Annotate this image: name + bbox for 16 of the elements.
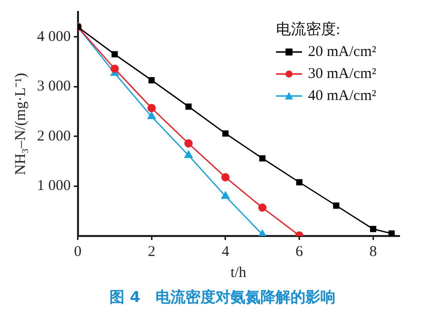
legend-label: 20 mA/cm² xyxy=(308,44,376,60)
x-tick-label: 2 xyxy=(148,244,156,260)
x-tick-label: 8 xyxy=(369,244,377,260)
y-tick-label: 2 000 xyxy=(37,128,71,144)
text: 图 4 电流密度对氨氮降解的影响 xyxy=(108,288,336,307)
y-tick-label: 4 000 xyxy=(37,28,71,45)
y-tick-label: 1 000 xyxy=(37,178,71,194)
legend-label: 30 mA/cm² xyxy=(308,66,376,82)
y-axis-title: NH₃–N/(mg·L⁻¹) xyxy=(12,72,29,176)
x-tick-label: 0 xyxy=(74,244,82,260)
x-tick-label: 4 xyxy=(222,244,230,260)
legend-title: 电流密度: xyxy=(276,20,342,39)
legend-label: 40 mA/cm² xyxy=(308,88,376,104)
x-axis-title: t/h xyxy=(230,264,247,281)
x-tick-label: 6 xyxy=(296,244,304,260)
y-tick-label: 3 000 xyxy=(37,78,71,95)
